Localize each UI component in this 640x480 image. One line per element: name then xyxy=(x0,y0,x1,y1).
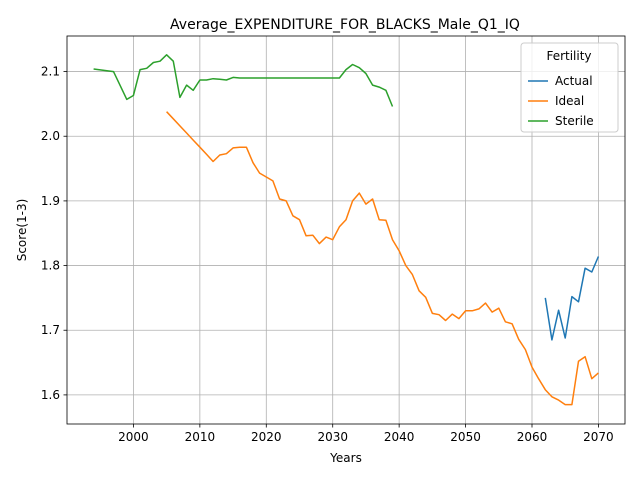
x-tick-label: 2070 xyxy=(583,430,614,444)
series-line-sterile xyxy=(93,54,394,107)
y-tick-label: 1.7 xyxy=(41,323,60,337)
series-lines xyxy=(93,54,600,406)
x-tick-label: 2060 xyxy=(517,430,548,444)
x-axis: 2000 2010 2020 2030 2040 2050 2060 2070 xyxy=(118,424,614,444)
y-tick-label: 2.1 xyxy=(41,65,60,79)
legend-label-actual: Actual xyxy=(555,74,593,88)
legend-label-sterile: Sterile xyxy=(555,114,594,128)
x-axis-title: Years xyxy=(329,451,362,465)
x-tick-label: 2010 xyxy=(185,430,216,444)
y-tick-label: 1.8 xyxy=(41,259,60,273)
legend: Fertility Actual Ideal Sterile xyxy=(520,42,619,133)
x-tick-label: 2000 xyxy=(118,430,149,444)
plot-frame xyxy=(66,35,626,425)
x-tick-label: 2050 xyxy=(450,430,481,444)
legend-label-ideal: Ideal xyxy=(555,94,584,108)
series-line-ideal xyxy=(166,111,599,406)
legend-title: Fertility xyxy=(546,49,591,63)
y-tick-label: 2.0 xyxy=(41,129,60,143)
y-axis-title: Score(1-3) xyxy=(15,199,29,262)
x-tick-label: 2040 xyxy=(384,430,415,444)
x-tick-label: 2030 xyxy=(317,430,348,444)
y-tick-label: 1.6 xyxy=(41,388,60,402)
y-axis: 1.6 1.7 1.8 1.9 2.0 2.1 xyxy=(41,65,67,402)
y-tick-label: 1.9 xyxy=(41,194,60,208)
legend-frame xyxy=(520,42,619,133)
series-line-actual xyxy=(544,256,600,341)
x-tick-label: 2020 xyxy=(251,430,282,444)
chart-title: Average_EXPENDITURE_FOR_BLACKS_Male_Q1_I… xyxy=(170,17,520,33)
